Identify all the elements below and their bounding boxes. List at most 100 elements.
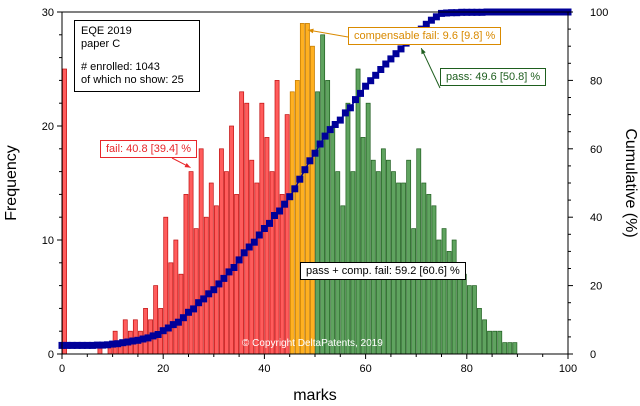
cumulative-point-40 xyxy=(260,225,268,232)
cumulative-point-74 xyxy=(432,13,440,21)
cumulative-point-49 xyxy=(306,157,314,165)
cumulative-point-17 xyxy=(144,334,152,342)
bar-fail-27 xyxy=(198,148,204,355)
bar-fail-18 xyxy=(153,285,159,355)
bar-pass-81 xyxy=(472,285,477,355)
y-tick-label-0: 0 xyxy=(48,349,54,361)
pass-annotation: pass: 49.6 [50.8] % xyxy=(440,68,547,86)
pass-plus-comp-annotation: pass + comp. fail: 59.2 [60.6] % xyxy=(300,262,466,280)
cumulative-point-28 xyxy=(200,295,208,303)
cumulative-point-73 xyxy=(427,16,435,24)
cumulative-point-27 xyxy=(195,299,203,307)
bar-pass-74 xyxy=(436,239,442,355)
cumulative-point-60 xyxy=(362,82,370,90)
cumulative-point-33 xyxy=(225,268,233,276)
bar-fail-16 xyxy=(143,308,148,355)
bar-pass-89 xyxy=(512,342,518,355)
info-line-paper: paper C xyxy=(81,38,121,50)
cumulative-point-29 xyxy=(205,290,213,298)
bar-fail-22 xyxy=(173,239,179,355)
cumulative-point-41 xyxy=(266,219,273,227)
bar-fail-26 xyxy=(193,228,199,355)
fail-pointer-head xyxy=(184,162,191,168)
y-axis-title: Frequency xyxy=(3,145,20,221)
cumulative-point-23 xyxy=(174,318,182,326)
bar-compensable-fail-48 xyxy=(305,23,310,355)
cumulative-point-46 xyxy=(291,185,299,193)
y2-tick-label-20: 20 xyxy=(590,281,602,293)
bar-pass-82 xyxy=(477,308,482,355)
bar-compensable-fail-47 xyxy=(299,23,305,355)
cumulative-point-14 xyxy=(129,337,137,345)
bar-pass-52 xyxy=(325,80,331,355)
x-tick-label-0: 0 xyxy=(59,363,65,375)
cumulative-point-9 xyxy=(104,341,111,349)
cumulative-point-2 xyxy=(68,341,76,349)
bar-pass-53 xyxy=(330,125,336,355)
bar-pass-79 xyxy=(461,273,467,355)
cumulative-point-35 xyxy=(235,256,243,264)
pass-pointer-line xyxy=(420,47,441,89)
compensable-fail-annotation: compensable fail: 9.6 [9.8] % xyxy=(348,27,502,45)
y2-tick-label-60: 60 xyxy=(590,144,602,156)
bar-fail-31 xyxy=(219,148,224,355)
bar-pass-69 xyxy=(411,228,417,355)
cumulative-point-30 xyxy=(210,286,218,294)
bar-fail-12 xyxy=(122,319,128,355)
cumulative-point-25 xyxy=(185,308,192,316)
info-line-enrolled: # enrolled: 1043 xyxy=(81,61,160,73)
bar-pass-88 xyxy=(507,342,513,355)
cumulative-point-3 xyxy=(73,341,81,349)
cumulative-point-8 xyxy=(99,341,106,349)
cumulative-point-59 xyxy=(357,89,364,97)
bar-fail-44 xyxy=(284,114,290,355)
cumulative-point-54 xyxy=(331,121,339,128)
bar-compensable-fail-49 xyxy=(310,45,315,355)
bar-pass-85 xyxy=(492,330,498,355)
cumulative-point-72 xyxy=(422,20,430,28)
bar-pass-83 xyxy=(482,319,487,355)
bar-pass-50 xyxy=(315,91,320,355)
cumulative-point-11 xyxy=(114,340,122,348)
cumulative-point-50 xyxy=(311,149,319,157)
bar-pass-70 xyxy=(416,148,422,355)
info-line-noshow: of which no show: 25 xyxy=(81,74,184,86)
x-axis-title: marks xyxy=(293,387,337,404)
cumulative-point-43 xyxy=(276,207,284,215)
bar-fail-28 xyxy=(203,216,209,355)
bar-pass-87 xyxy=(502,342,508,355)
y-tick-label-20: 20 xyxy=(42,121,54,133)
info-line-exam: EQE 2019 xyxy=(81,25,132,37)
cumulative-point-52 xyxy=(321,132,329,140)
bar-fail-41 xyxy=(269,171,275,355)
cumulative-point-47 xyxy=(296,175,304,183)
cumulative-point-78 xyxy=(453,9,461,17)
compensable-pointer-head xyxy=(307,28,314,34)
bar-fail-33 xyxy=(229,125,234,355)
bar-compensable-fail-45 xyxy=(289,91,295,355)
cumulative-point-7 xyxy=(93,341,101,349)
bar-pass-58 xyxy=(355,68,361,355)
cumulative-point-37 xyxy=(245,243,253,251)
bar-fail-29 xyxy=(208,182,214,355)
cumulative-point-53 xyxy=(326,126,334,134)
cumulative-point-39 xyxy=(255,231,263,239)
cumulative-point-66 xyxy=(392,50,400,58)
cumulative-point-21 xyxy=(164,324,172,332)
bar-fail-24 xyxy=(183,194,189,355)
bar-fail-36 xyxy=(244,102,250,355)
bar-pass-86 xyxy=(497,330,503,355)
cumulative-point-20 xyxy=(159,327,167,335)
cumulative-point-63 xyxy=(377,66,385,73)
fail-annotation: fail: 40.8 [39.4] % xyxy=(100,140,197,158)
bar-pass-56 xyxy=(345,102,351,355)
bar-pass-80 xyxy=(466,285,472,355)
y2-tick-label-0: 0 xyxy=(590,349,596,361)
cumulative-point-77 xyxy=(448,9,456,17)
bar-fail-35 xyxy=(239,91,245,355)
cumulative-point-13 xyxy=(124,338,132,346)
cumulative-point-67 xyxy=(397,45,405,53)
bar-fail-32 xyxy=(224,171,229,355)
y2-axis-title: Cumulative (%) xyxy=(622,128,639,237)
cumulative-point-64 xyxy=(382,60,390,68)
